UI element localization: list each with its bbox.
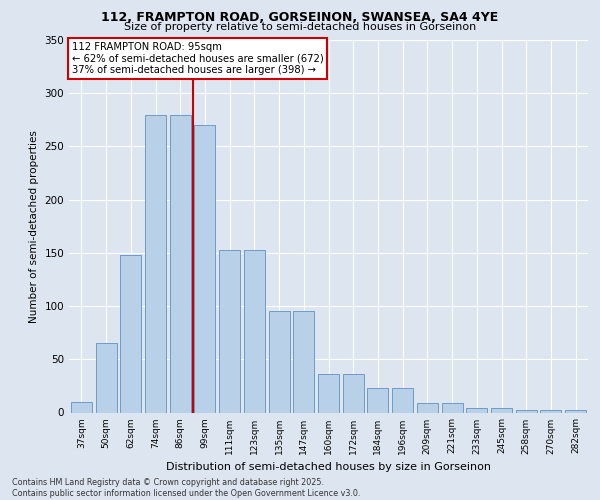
Bar [293,312,314,412]
X-axis label: Distribution of semi-detached houses by size in Gorseinon: Distribution of semi-detached houses by … [166,462,491,472]
Bar [145,114,166,412]
Bar [442,403,463,412]
Y-axis label: Number of semi-detached properties: Number of semi-detached properties [29,130,39,322]
Text: 112 FRAMPTON ROAD: 95sqm
← 62% of semi-detached houses are smaller (672)
37% of : 112 FRAMPTON ROAD: 95sqm ← 62% of semi-d… [71,42,323,75]
Bar [541,410,562,412]
Bar [170,114,191,412]
Bar [194,125,215,412]
Bar [244,250,265,412]
Bar [120,255,141,412]
Bar [466,408,487,412]
Bar [71,402,92,412]
Bar [516,410,537,412]
Bar [565,410,586,412]
Text: 112, FRAMPTON ROAD, GORSEINON, SWANSEA, SA4 4YE: 112, FRAMPTON ROAD, GORSEINON, SWANSEA, … [101,11,499,24]
Bar [417,403,438,412]
Text: Contains HM Land Registry data © Crown copyright and database right 2025.
Contai: Contains HM Land Registry data © Crown c… [12,478,361,498]
Bar [491,408,512,412]
Bar [95,344,116,412]
Bar [318,374,339,412]
Bar [343,374,364,412]
Text: Size of property relative to semi-detached houses in Gorseinon: Size of property relative to semi-detach… [124,22,476,32]
Bar [269,312,290,412]
Bar [367,388,388,412]
Bar [219,250,240,412]
Bar [392,388,413,412]
